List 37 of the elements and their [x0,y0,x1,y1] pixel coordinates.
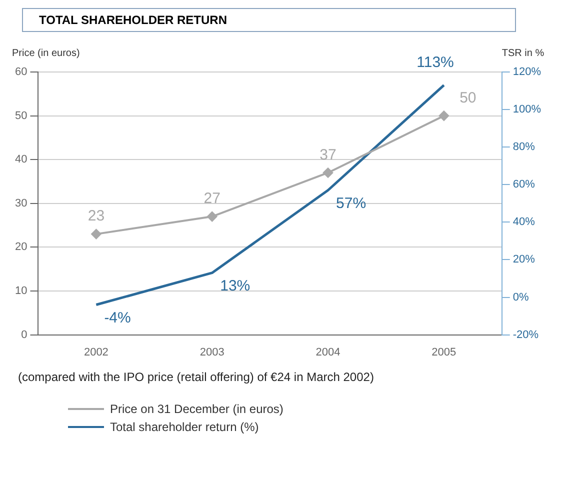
data-label: 37 [320,146,336,164]
y-tick-label: 60 [14,66,28,78]
point [438,110,449,121]
x-tick-label: 2002 [84,346,108,358]
y-tick-label: 20 [14,241,28,254]
point [323,168,334,178]
y-tick-label: 10 [14,285,28,298]
y-axis-title: Price (in euros) [12,48,80,59]
x-tick-label: 2003 [200,346,224,358]
chart-title: TOTAL SHAREHOLDER RETURN [22,8,516,32]
y-tick-label: 30 [14,197,28,210]
legend-label: Price on 31 December (in euros) [110,402,284,416]
x-tick-label: 2005 [432,346,456,358]
y-tick-label: 50 [14,110,28,122]
data-label: 23 [88,208,105,225]
y2-tick-label: 40% [512,216,536,228]
text: (compared with the IPO price (retail offering) of €24 in March 2002) [18,370,375,384]
y2-tick-label: 20% [512,254,536,266]
data-label: 50 [460,89,476,106]
y2-tick-label: 100% [512,104,542,116]
data-label: 57% [336,194,366,212]
point [91,229,102,240]
legend-label: Total shareholder return (%) [110,420,259,434]
data-label: -4% [104,309,131,326]
y2-tick-label: 120% [512,66,542,78]
y2-tick-label: 60% [512,178,536,191]
y-tick-label: 0 [21,328,28,341]
y2-tick-label: -20% [512,328,539,341]
y2-tick-label: 80% [512,141,536,154]
data-label: 113% [416,54,454,71]
data-label: 27 [204,190,220,208]
y2-tick-label: 0% [512,291,529,304]
y2-axis-title: TSR in % [502,48,544,59]
x-tick-label: 2004 [316,346,340,358]
data-label: 13% [220,277,250,294]
y-tick-label: 40 [14,154,28,166]
point [207,212,218,222]
